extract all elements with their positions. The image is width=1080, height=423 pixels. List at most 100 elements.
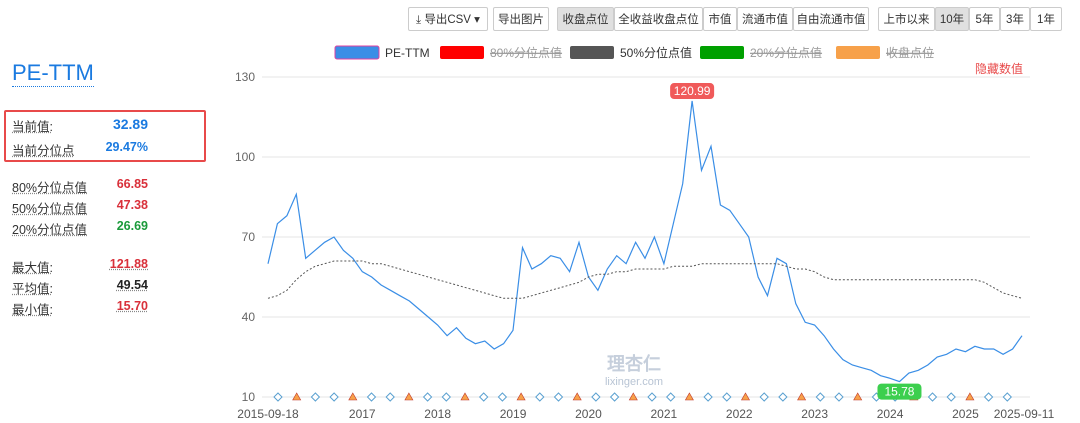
series-line <box>267 100 1023 383</box>
event-marker <box>348 392 358 401</box>
stat-row: 平均值: 49.54 <box>12 278 148 297</box>
legend-label[interactable]: 收盘点位 <box>886 45 934 60</box>
y-tick-label: 10 <box>242 390 256 404</box>
x-tick-label: 2022 <box>726 407 753 421</box>
event-marker <box>460 392 470 401</box>
stat-value: 121.88 <box>109 257 148 271</box>
event-marker <box>703 392 713 402</box>
legend-swatch[interactable] <box>700 46 744 59</box>
event-marker <box>422 392 433 402</box>
stat-label: 当前分位点 <box>12 144 75 158</box>
stat-row: 当前值: 32.89 <box>12 116 148 135</box>
metric-button[interactable]: 收盘点位 <box>557 7 614 31</box>
y-tick-label: 40 <box>242 310 256 324</box>
event-marker <box>385 392 395 402</box>
event-marker <box>516 392 526 401</box>
event-marker <box>778 392 788 402</box>
event-marker <box>965 392 975 401</box>
legend-swatch[interactable] <box>334 45 380 60</box>
legend-swatch[interactable] <box>836 46 880 59</box>
stat-row: 最大值: 121.88 <box>12 257 148 276</box>
stat-value: 47.38 <box>116 198 148 212</box>
event-marker <box>834 392 844 402</box>
series-line <box>267 260 1023 299</box>
export-csv-label: 导出CSV <box>424 14 471 26</box>
x-tick-label: 2017 <box>349 407 376 421</box>
stat-row: 20%分位点值 26.69 <box>12 219 148 238</box>
event-marker <box>497 392 508 402</box>
stat-value: 32.89 <box>112 116 148 132</box>
range-button[interactable]: 1年 <box>1030 7 1062 31</box>
range-button[interactable]: 上市以来 <box>878 7 935 31</box>
legend-label[interactable]: 20%分位点值 <box>750 45 822 60</box>
event-marker <box>441 392 452 402</box>
metric-button[interactable]: 全收益收盘点位 <box>614 7 703 31</box>
highlight-box <box>4 110 206 162</box>
event-marker <box>572 392 582 401</box>
min-label-box <box>877 383 922 400</box>
range-button[interactable]: 5年 <box>969 7 1000 31</box>
range-button[interactable]: 3年 <box>1000 7 1030 31</box>
event-marker <box>927 392 938 402</box>
metric-button[interactable]: 自由流通市值 <box>793 7 869 31</box>
x-tick-label: 2021 <box>650 407 677 421</box>
metric-button[interactable]: 市值 <box>703 7 737 31</box>
legend-label[interactable]: PE-TTM <box>385 46 430 60</box>
event-marker <box>684 392 694 401</box>
event-marker <box>591 392 601 402</box>
event-marker <box>665 392 676 402</box>
max-label: 120.99 <box>674 84 711 98</box>
event-marker <box>366 392 377 402</box>
event-marker <box>628 392 638 401</box>
event-marker <box>983 392 994 402</box>
event-marker <box>329 392 339 402</box>
stat-label: 50%分位点值 <box>12 202 88 216</box>
legend-label[interactable]: 80%分位点值 <box>490 45 562 60</box>
stat-label: 当前值: <box>12 120 53 134</box>
stat-value: 49.54 <box>116 278 148 292</box>
legend-label[interactable]: 50%分位点值 <box>620 45 692 60</box>
event-marker <box>946 392 956 402</box>
event-marker <box>740 392 751 401</box>
export-image[interactable]: 导出图片 <box>493 7 549 31</box>
x-tick-label: 2020 <box>575 407 602 421</box>
x-tick-label: 2019 <box>500 407 527 421</box>
stat-label: 平均值: <box>12 282 53 296</box>
x-tick-label: 2024 <box>877 407 904 421</box>
event-marker <box>273 392 283 402</box>
metric-button[interactable]: 流通市值 <box>737 7 793 31</box>
stat-value: 29.47% <box>105 140 148 154</box>
sidebar-title: PE-TTM <box>12 60 94 87</box>
y-tick-label: 130 <box>235 70 255 84</box>
event-marker <box>553 392 564 402</box>
stat-row: 80%分位点值 66.85 <box>12 177 148 196</box>
event-marker <box>647 392 657 402</box>
stat-value: 26.69 <box>116 219 148 233</box>
x-tick-label: 2023 <box>801 407 828 421</box>
stat-row: 50%分位点值 47.38 <box>12 198 148 217</box>
stat-row: 最小值: 15.70 <box>12 299 148 318</box>
stat-value: 15.70 <box>116 299 148 313</box>
stat-label: 最小值: <box>12 303 53 317</box>
event-marker <box>535 392 545 402</box>
min-label: 15.78 <box>884 385 914 399</box>
event-marker <box>853 392 863 401</box>
stat-row: 当前分位点 29.47% <box>12 140 148 159</box>
export-csv[interactable]: ⤓ 导出CSV ▾ <box>408 7 488 31</box>
legend-swatch[interactable] <box>440 46 484 59</box>
stat-value: 66.85 <box>116 177 148 191</box>
event-marker <box>815 392 826 402</box>
hide-values-link[interactable]: 隐藏数值 <box>975 61 1023 76</box>
range-button[interactable]: 10年 <box>935 7 969 31</box>
event-marker <box>759 392 769 402</box>
event-marker <box>1002 392 1013 402</box>
x-tick-label: 2025 <box>952 407 979 421</box>
event-marker <box>310 392 321 402</box>
stat-label: 80%分位点值 <box>12 181 88 195</box>
y-tick-label: 70 <box>242 230 256 244</box>
x-tick-label: 2015-09-18 <box>237 407 299 421</box>
x-tick-label: 2018 <box>424 407 451 421</box>
legend-swatch[interactable] <box>570 46 614 59</box>
